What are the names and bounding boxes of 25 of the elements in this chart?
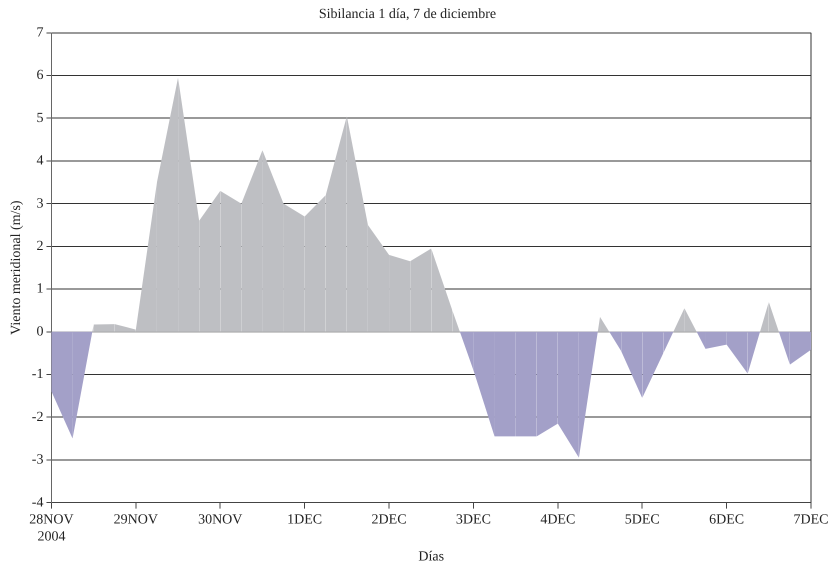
x-tick-label: 29NOV bbox=[114, 512, 158, 528]
y-tick-label: 6 bbox=[36, 68, 44, 84]
y-tick-label: 7 bbox=[36, 25, 44, 40]
y-tick-label: 2 bbox=[36, 239, 44, 254]
y-axis-title: Viento meridional (m/s) bbox=[9, 200, 24, 335]
y-tick-label: -3 bbox=[32, 452, 44, 468]
y-tick-label: -4 bbox=[32, 495, 44, 510]
x-tick-label: 30NOV bbox=[198, 512, 242, 528]
x-tick-label: 5DEC bbox=[624, 512, 660, 528]
y-tick-label: -1 bbox=[32, 367, 44, 382]
chart-title: Sibilancia 1 día, 7 de diciembre bbox=[318, 7, 496, 22]
y-tick-label: 0 bbox=[36, 324, 44, 340]
x-tick-label: 3DEC bbox=[456, 512, 491, 528]
x-tick-label: 7DEC bbox=[794, 512, 828, 528]
y-tick-label: -2 bbox=[32, 410, 44, 425]
y-tick-label: 4 bbox=[36, 154, 44, 169]
x-tick-label: 28NOV 2004 bbox=[29, 512, 74, 544]
x-tick-label: 1DEC bbox=[287, 512, 322, 528]
x-tick-label: 4DEC bbox=[540, 512, 576, 528]
y-tick-label: 1 bbox=[36, 282, 44, 297]
x-tick-label: 2DEC bbox=[372, 512, 407, 528]
y-tick-label: 3 bbox=[36, 196, 44, 212]
x-axis-title: Días bbox=[418, 549, 444, 564]
y-tick-label: 5 bbox=[36, 110, 44, 126]
x-tick-label: 6DEC bbox=[709, 512, 744, 528]
